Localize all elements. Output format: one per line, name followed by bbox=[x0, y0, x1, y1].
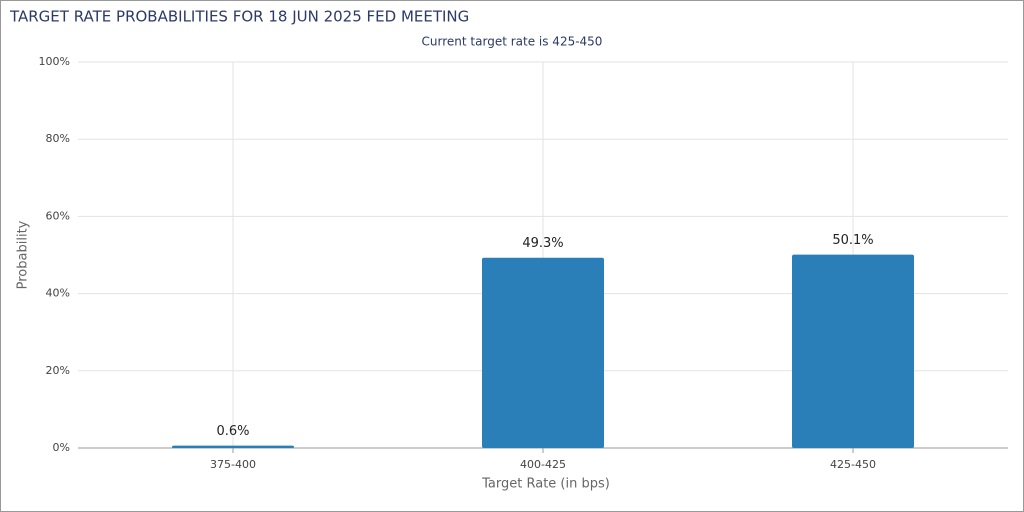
y-axis-label: Probability bbox=[16, 220, 31, 289]
data-label: 0.6% bbox=[216, 424, 249, 439]
data-label: 50.1% bbox=[832, 233, 873, 248]
bar bbox=[482, 257, 604, 448]
x-axis-label: Target Rate (in bps) bbox=[481, 477, 610, 492]
y-tick-label: 0% bbox=[53, 441, 70, 454]
bar bbox=[792, 254, 914, 448]
y-tick-label: 100% bbox=[39, 55, 70, 68]
y-tick-label: 60% bbox=[46, 209, 70, 222]
bar bbox=[172, 445, 294, 448]
x-tick-label: 375-400 bbox=[210, 458, 256, 471]
data-label: 49.3% bbox=[522, 236, 563, 251]
y-tick-label: 40% bbox=[46, 287, 70, 300]
y-tick-label: 80% bbox=[46, 132, 70, 145]
y-tick-label: 20% bbox=[46, 364, 70, 377]
x-tick-label: 400-425 bbox=[520, 458, 566, 471]
chart-title: TARGET RATE PROBABILITIES FOR 18 JUN 202… bbox=[9, 8, 469, 26]
chart-subtitle: Current target rate is 425-450 bbox=[422, 35, 603, 49]
x-tick-label: 425-450 bbox=[830, 458, 876, 471]
